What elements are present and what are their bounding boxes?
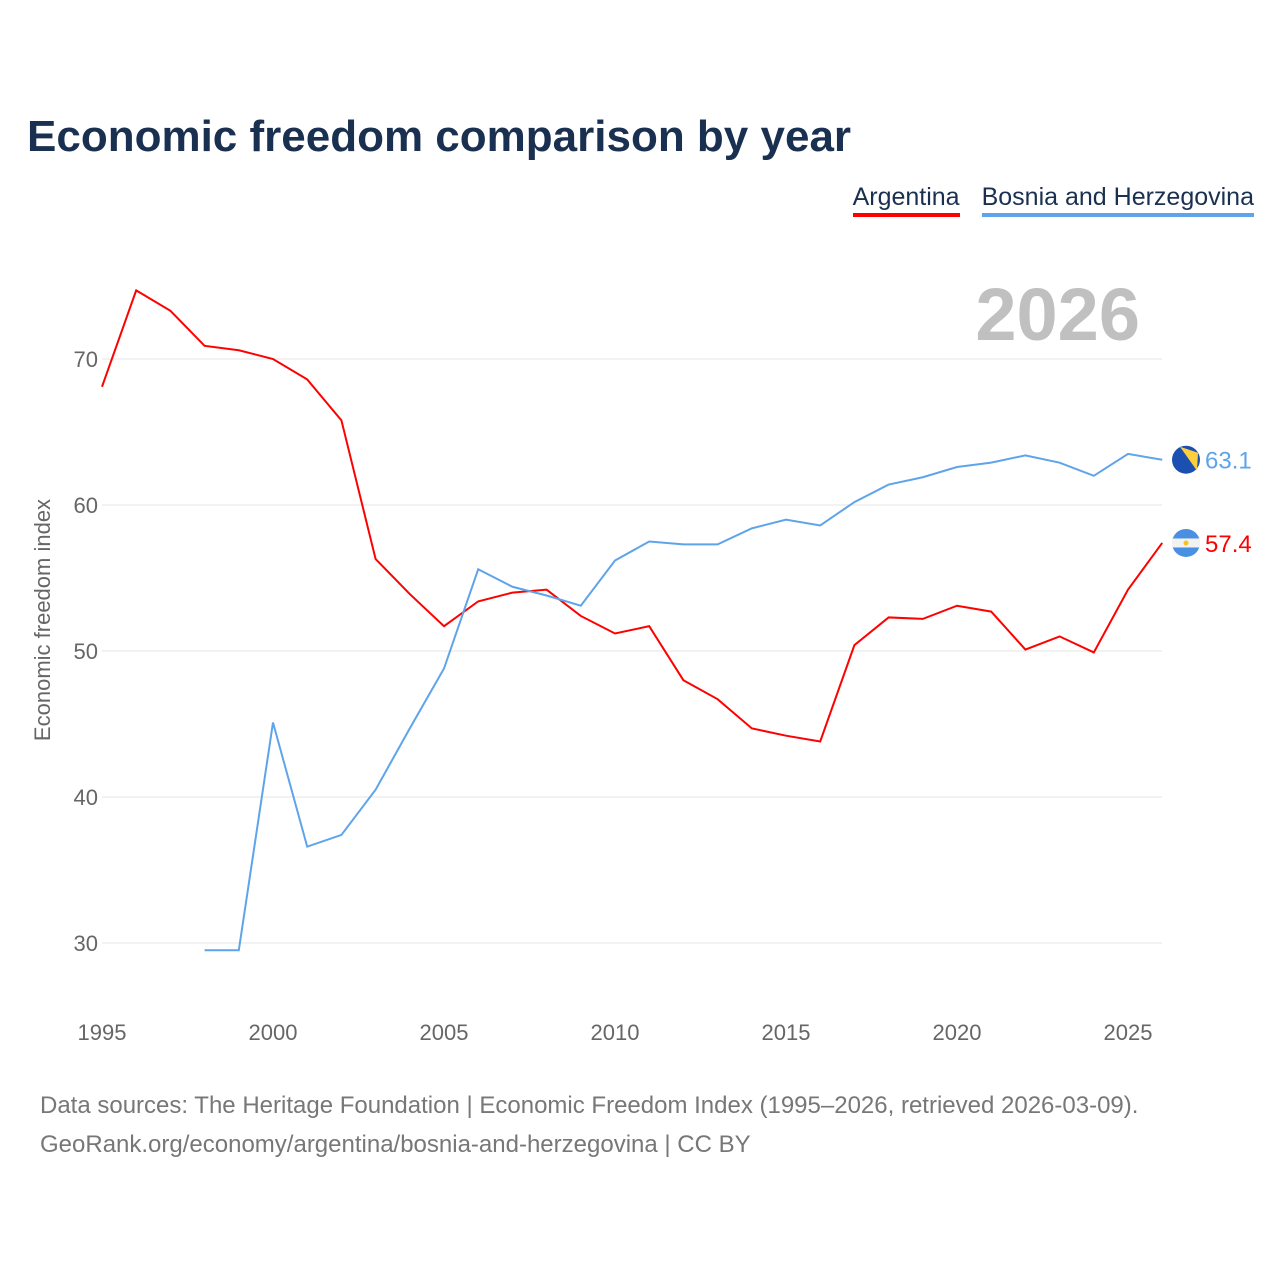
end-value-label: 57.4: [1205, 531, 1252, 558]
legend: Argentina Bosnia and Herzegovina: [852, 183, 1254, 217]
y-axis-label: Economic freedom index: [30, 499, 55, 741]
series-line-argentina: [101, 288, 1164, 743]
y-tick-label: 70: [74, 347, 98, 372]
year-watermark: 2026: [975, 273, 1140, 356]
x-tick-label: 2005: [420, 1020, 469, 1045]
flag-triangle: [1180, 446, 1198, 471]
line-chart: 2026 30 40 50 60 70 1995 2000 2005 2010 2015 2020 20…: [30, 273, 1252, 1045]
source-line-2: GeoRank.org/economy/argentina/bosnia-and…: [40, 1131, 751, 1158]
y-tick-label: 50: [74, 639, 98, 664]
x-tick-label: 2025: [1104, 1020, 1153, 1045]
x-tick-label: 1995: [78, 1020, 127, 1045]
legend-bosnia[interactable]: Bosnia and Herzegovina: [981, 183, 1254, 217]
x-tick-label: 2015: [762, 1020, 811, 1045]
end-value-label: 63.1: [1205, 448, 1252, 475]
chart-title: Economic freedom comparison by year: [27, 112, 852, 161]
y-tick-label: 40: [74, 785, 98, 810]
x-tick-label: 2000: [249, 1020, 298, 1045]
x-tick-label: 2020: [933, 1020, 982, 1045]
y-tick-label: 60: [74, 493, 98, 518]
flag-sun: [1183, 540, 1189, 546]
source-line-1: Data sources: The Heritage Foundation | …: [40, 1092, 1139, 1119]
x-tick-label: 2010: [591, 1020, 640, 1045]
source-note: Data sources: The Heritage Foundation | …: [40, 1086, 1138, 1164]
legend-argentina[interactable]: Argentina: [852, 183, 960, 217]
y-tick-label: 30: [74, 931, 98, 956]
series-line-bosnia: [204, 452, 1163, 952]
